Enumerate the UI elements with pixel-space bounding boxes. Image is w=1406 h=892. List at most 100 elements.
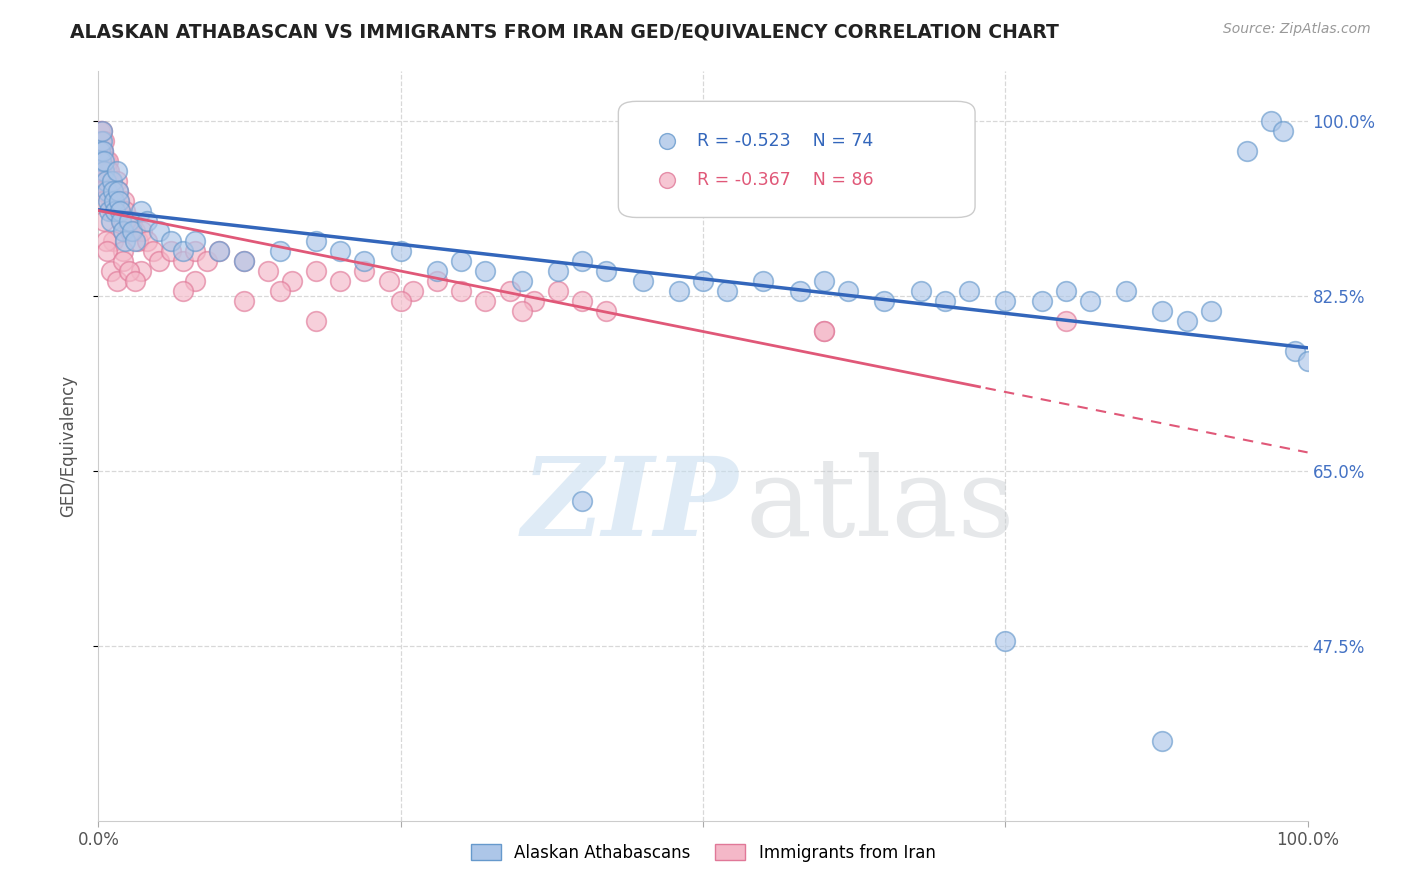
Point	[108, 204, 131, 219]
Point	[595, 304, 617, 318]
Point	[1054, 284, 1077, 298]
Point	[571, 494, 593, 508]
Point	[813, 324, 835, 338]
Point	[93, 154, 115, 169]
Point	[547, 284, 569, 298]
Point	[96, 184, 118, 198]
Point	[97, 154, 120, 169]
Point	[114, 204, 136, 219]
Point	[98, 164, 121, 178]
Point	[90, 154, 112, 169]
Point	[110, 214, 132, 228]
Point	[595, 264, 617, 278]
Point	[1284, 344, 1306, 359]
Point	[1199, 304, 1222, 318]
Point	[329, 244, 352, 259]
Point	[232, 254, 254, 268]
Point	[111, 244, 134, 259]
Point	[124, 224, 146, 238]
Point	[103, 194, 125, 209]
Point	[124, 274, 146, 288]
Point	[450, 284, 472, 298]
Point	[98, 204, 121, 219]
Point	[716, 284, 738, 298]
Point	[510, 304, 533, 318]
Point	[142, 244, 165, 259]
Point	[107, 184, 129, 198]
Point	[94, 154, 117, 169]
Point	[100, 264, 122, 278]
Point	[172, 244, 194, 259]
Point	[426, 264, 449, 278]
Point	[108, 204, 131, 219]
Point	[269, 244, 291, 259]
Point	[631, 274, 654, 288]
Point	[752, 274, 775, 288]
Point	[256, 264, 278, 278]
Point	[389, 244, 412, 259]
Point	[91, 134, 114, 148]
Point	[510, 274, 533, 288]
Text: ALASKAN ATHABASCAN VS IMMIGRANTS FROM IRAN GED/EQUIVALENCY CORRELATION CHART: ALASKAN ATHABASCAN VS IMMIGRANTS FROM IR…	[70, 22, 1059, 41]
Point	[1152, 733, 1174, 747]
Point	[232, 294, 254, 309]
Point	[118, 224, 141, 238]
Point	[100, 204, 122, 219]
Point	[655, 207, 678, 221]
Point	[91, 145, 114, 159]
Point	[90, 154, 112, 169]
Point	[105, 174, 128, 188]
Point	[160, 234, 183, 248]
Point	[89, 124, 111, 138]
Point	[100, 174, 122, 188]
Point	[96, 164, 118, 178]
Point	[305, 264, 328, 278]
Point	[91, 194, 114, 209]
Point	[104, 204, 127, 219]
Point	[93, 134, 115, 148]
Point	[426, 274, 449, 288]
Point	[98, 184, 121, 198]
Point	[1236, 145, 1258, 159]
Point	[994, 294, 1017, 309]
Point	[1260, 114, 1282, 128]
Point	[121, 214, 143, 228]
Point	[1296, 354, 1319, 368]
Point	[474, 294, 496, 309]
Point	[135, 234, 157, 248]
Point	[91, 124, 114, 138]
Point	[934, 294, 956, 309]
Point	[135, 214, 157, 228]
Point	[305, 234, 328, 248]
Point	[91, 145, 114, 159]
Point	[208, 244, 231, 259]
Point	[389, 294, 412, 309]
Point	[131, 224, 153, 238]
Point	[789, 284, 811, 298]
Point	[498, 284, 520, 298]
Point	[910, 284, 932, 298]
Point	[160, 244, 183, 259]
Text: R = -0.367    N = 86: R = -0.367 N = 86	[697, 171, 873, 189]
Point	[114, 234, 136, 248]
FancyBboxPatch shape	[619, 102, 976, 218]
Point	[112, 194, 135, 209]
Point	[148, 254, 170, 268]
Point	[1031, 294, 1053, 309]
Point	[571, 254, 593, 268]
Point	[1175, 314, 1198, 328]
Point	[111, 224, 134, 238]
Point	[93, 164, 115, 178]
Point	[172, 284, 194, 298]
Point	[110, 214, 132, 228]
Point	[101, 184, 124, 198]
Point	[1115, 284, 1137, 298]
Point	[94, 174, 117, 188]
Point	[547, 264, 569, 278]
Point	[377, 274, 399, 288]
Text: ZIP: ZIP	[522, 452, 738, 559]
Point	[1152, 304, 1174, 318]
Text: Source: ZipAtlas.com: Source: ZipAtlas.com	[1223, 22, 1371, 37]
Point	[104, 204, 127, 219]
Point	[1078, 294, 1101, 309]
